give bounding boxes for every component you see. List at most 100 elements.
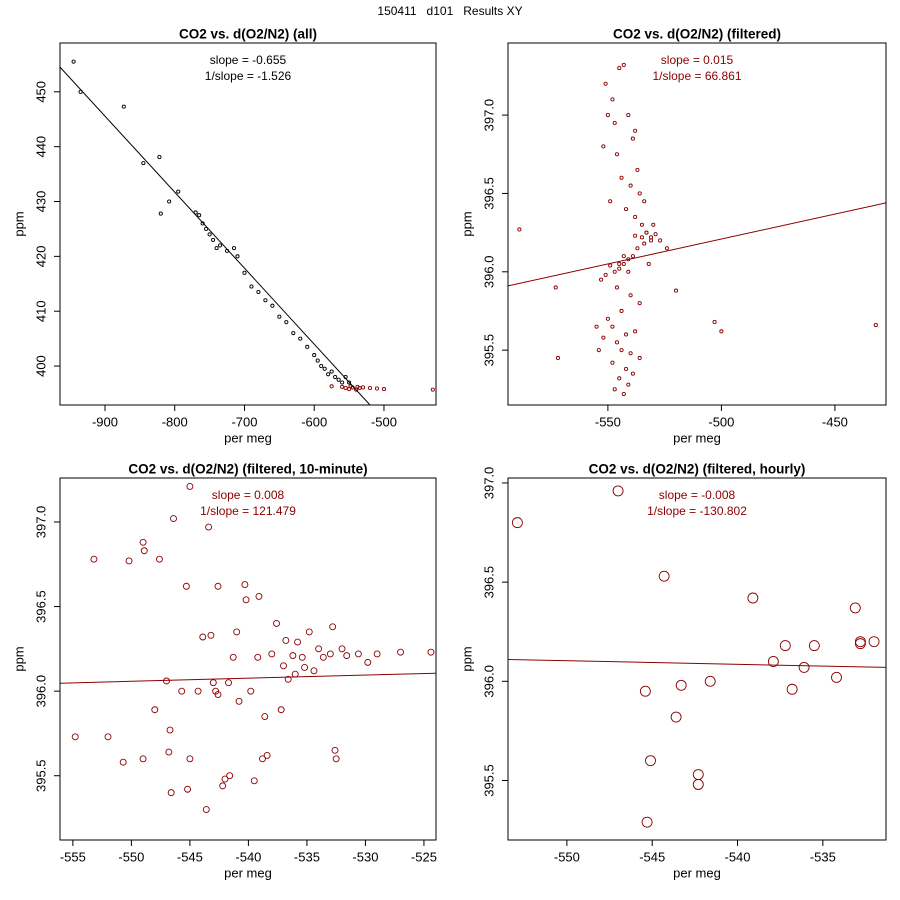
point: [140, 547, 148, 555]
point: [624, 366, 629, 372]
point: [704, 675, 716, 687]
point: [624, 207, 629, 212]
point: [256, 289, 261, 295]
point: [284, 320, 289, 325]
point: [186, 755, 194, 763]
point: [637, 301, 642, 306]
x-tick-label: -540: [235, 849, 261, 864]
plot-frame: [507, 477, 887, 841]
point: [277, 314, 282, 319]
point: [241, 581, 249, 589]
x-axis-label: per meg: [224, 865, 272, 880]
point: [197, 213, 202, 218]
point: [612, 120, 617, 125]
point: [868, 636, 880, 648]
point: [194, 687, 202, 695]
point: [373, 650, 381, 658]
point: [610, 324, 615, 329]
point: [250, 777, 258, 785]
x-tick-label: -700: [231, 414, 257, 429]
point: [619, 308, 624, 314]
point: [798, 661, 810, 673]
point: [603, 272, 608, 277]
point: [614, 152, 620, 157]
y-tick-label: 397.0: [481, 99, 496, 132]
x-axis-label: per meg: [224, 430, 272, 445]
x-tick-label: -800: [162, 414, 188, 429]
point: [719, 329, 724, 334]
point: [646, 261, 651, 267]
y-tick-label: 396.5: [33, 590, 48, 623]
point: [617, 261, 622, 267]
x-tick-label: -450: [822, 414, 848, 429]
point: [670, 711, 682, 723]
point: [594, 324, 599, 329]
point: [312, 353, 317, 358]
panel-title: CO2 vs. d(O2/N2) (all): [179, 27, 317, 42]
point: [336, 377, 341, 382]
point: [141, 161, 146, 166]
point: [642, 241, 647, 246]
page-title: 150411 d101 Results XY: [377, 4, 522, 18]
point: [270, 303, 275, 308]
point: [645, 755, 656, 767]
point: [630, 136, 635, 141]
point: [641, 816, 653, 828]
x-tick-label: -550: [118, 849, 144, 864]
point: [301, 664, 309, 671]
y-tick-label: 395.5: [481, 764, 496, 797]
point: [601, 335, 606, 340]
point: [343, 385, 348, 391]
point: [167, 199, 172, 204]
point: [104, 733, 112, 741]
point: [626, 382, 631, 387]
point: [517, 227, 522, 232]
point: [163, 677, 170, 685]
point: [596, 348, 601, 353]
point: [605, 113, 610, 118]
point: [218, 243, 223, 248]
plot-area: [60, 483, 436, 814]
point: [282, 636, 290, 644]
point: [249, 284, 254, 289]
annotation: 1/slope = 121.479: [200, 504, 296, 518]
x-tick-label: -500: [708, 414, 734, 429]
point: [553, 285, 558, 290]
point: [628, 293, 633, 298]
point: [374, 386, 380, 391]
point: [331, 746, 339, 754]
plot-area: [60, 59, 435, 405]
point: [182, 582, 190, 590]
point: [319, 364, 324, 369]
y-tick-label: 396.5: [481, 566, 496, 599]
point: [658, 238, 663, 243]
y-axis-label: ppm: [459, 211, 474, 236]
point: [626, 113, 631, 118]
point: [601, 144, 606, 149]
point: [633, 214, 638, 219]
point: [603, 81, 608, 86]
point: [779, 640, 791, 652]
point: [235, 254, 240, 259]
point: [280, 662, 287, 670]
point: [158, 211, 163, 216]
point: [139, 755, 147, 763]
point: [849, 602, 861, 614]
x-tick-label: -550: [595, 414, 621, 429]
point: [294, 638, 302, 646]
point: [612, 485, 624, 497]
point: [630, 254, 635, 259]
point: [635, 246, 640, 251]
point: [628, 183, 633, 188]
annotation: 1/slope = -1.526: [205, 69, 292, 83]
point: [617, 376, 622, 381]
point: [263, 751, 271, 759]
point: [767, 656, 779, 667]
point: [626, 269, 631, 274]
x-axis-label: per meg: [673, 865, 721, 880]
point: [648, 238, 654, 243]
fit-line: [60, 66, 371, 405]
annotation: slope = 0.008: [212, 488, 285, 502]
x-tick-label: -545: [639, 849, 665, 864]
